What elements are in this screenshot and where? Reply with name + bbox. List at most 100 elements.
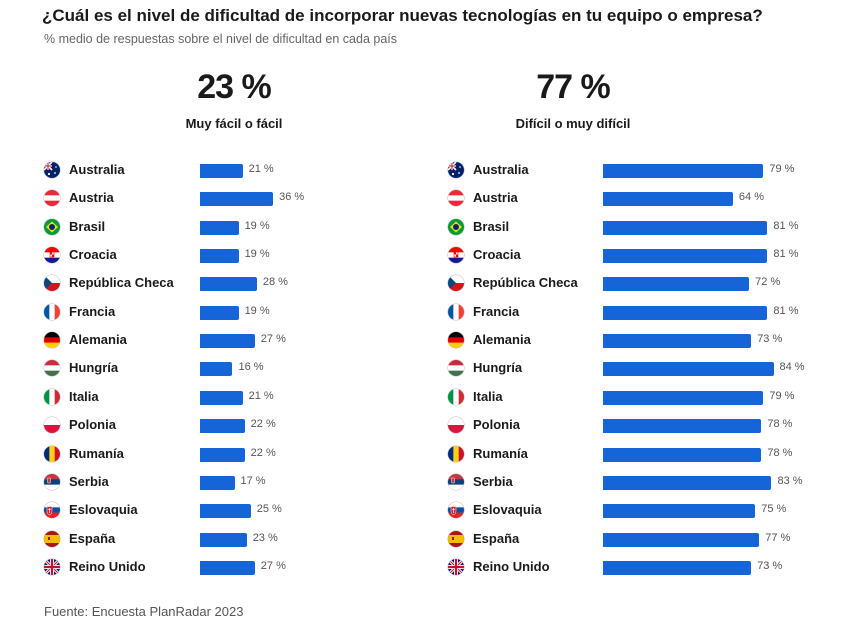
country-label: Brasil [473,218,510,234]
bar-row: Croacia 81 % [448,246,828,266]
republica-checa-flag-icon [448,275,464,292]
francia-flag-icon [448,303,464,320]
austria-flag-icon [44,190,60,207]
country-label: Polonia [473,417,520,433]
difficult-headline: 77 % [536,68,611,106]
serbia-flag-icon [44,473,60,490]
bar [603,447,762,462]
brasil-flag-icon [448,218,464,235]
hungria-flag-icon [448,360,464,377]
bar [200,532,247,547]
country-label: Croacia [69,247,117,263]
bar-row: República Checa 28 % [44,274,424,294]
bar-row: Francia 81 % [448,303,828,323]
country-label: Croacia [473,247,521,263]
easy-panel: 23 % Muy fácil o fácil Australia 21 % Aust… [44,0,424,600]
alemania-flag-icon [44,332,60,349]
country-label: Eslovaquia [69,502,138,518]
espana-flag-icon [448,530,464,547]
bar-row: Australia 21 % [44,161,424,181]
bar-row: Rumanía 22 % [44,445,424,465]
value-label: 27 % [260,559,286,572]
difficult-category-label: Difícil o muy difícil [515,116,631,131]
italia-flag-icon [448,388,464,405]
value-label: 81 % [773,304,799,317]
francia-flag-icon [44,303,60,320]
bar-row: España 23 % [44,530,424,550]
bar-row: España 77 % [448,530,828,550]
chart-title: ¿Cuál es el nivel de dificultad de incor… [42,6,763,25]
difficult-panel: 77 % Difícil o muy difícil Australia 79 %… [448,0,828,600]
bar-row: Francia 19 % [44,303,424,323]
country-label: Austria [473,190,518,206]
country-label: República Checa [69,275,174,291]
bar [603,475,772,490]
bar-row: Italia 21 % [44,388,424,408]
country-label: Australia [69,162,125,177]
easy-category-label: Muy fácil o fácil [185,116,283,131]
country-label: Alemania [473,332,531,348]
australia-flag-icon [448,162,464,178]
bar [200,334,255,349]
easy-headline: 23 % [197,68,272,106]
republica-checa-flag-icon [44,275,60,292]
bar-row: República Checa 72 % [448,274,828,294]
value-label: 21 % [248,389,274,402]
country-label: Australia [473,162,529,177]
value-label: 36 % [279,191,305,204]
bar-row: Serbia 83 % [448,473,828,493]
country-label: Serbia [473,473,513,489]
bar [603,249,768,264]
eslovaquia-flag-icon [448,502,464,519]
value-label: 23 % [252,531,278,544]
bar [603,419,762,434]
reino-unido-flag-icon [44,558,60,575]
country-label: Reino Unido [69,558,146,574]
country-label: Alemania [69,332,127,348]
country-label: España [473,530,520,546]
croacia-flag-icon [44,247,60,264]
bar-row: Austria 64 % [448,189,828,209]
bar [603,305,768,320]
country-label: Italia [69,388,99,404]
bar-row: Italia 79 % [448,388,828,408]
bar-row: Serbia 17 % [44,473,424,493]
country-label: Italia [473,388,503,404]
value-label: 19 % [244,304,270,317]
value-label: 78 % [767,418,793,431]
bar-row: Brasil 81 % [448,218,828,238]
bar-row: Brasil 19 % [44,218,424,238]
rumania-flag-icon [448,445,464,462]
bar [603,362,774,377]
value-label: 21 % [248,163,274,175]
country-label: España [69,530,116,546]
value-label: 19 % [244,219,270,232]
bar-row: Alemania 27 % [44,331,424,351]
reino-unido-flag-icon [448,558,464,575]
value-label: 73 % [757,559,783,572]
bar [603,532,760,547]
country-label: Francia [69,303,116,319]
bar [200,390,243,405]
country-label: Hungría [69,360,119,376]
eslovaquia-flag-icon [44,502,60,519]
value-label: 64 % [738,191,764,204]
bar [603,277,750,292]
country-label: Rumanía [69,445,124,461]
bar-row: Rumanía 78 % [448,445,828,465]
value-label: 77 % [765,531,791,544]
source-note: Fuente: Encuesta PlanRadar 2023 [44,604,244,619]
austria-flag-icon [448,190,464,207]
bar [603,334,752,349]
bar-row: Australia 79 % [448,161,828,181]
country-label: Eslovaquia [473,502,542,518]
bar [603,192,733,207]
bar [200,220,239,235]
bar-row: Reino Unido 27 % [44,558,424,578]
value-label: 79 % [769,389,795,402]
bar [603,504,756,519]
country-label: Brasil [69,218,106,234]
bar [200,560,255,575]
bar [200,419,245,434]
bar-row: Alemania 73 % [448,331,828,351]
